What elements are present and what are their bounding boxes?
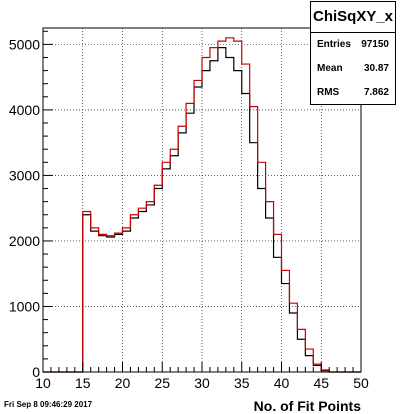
x-tick-label: 45	[313, 375, 329, 391]
x-tick-label: 40	[274, 375, 290, 391]
x-tick-label: 25	[154, 375, 170, 391]
x-tick-label: 15	[75, 375, 91, 391]
stats-mean-value: 30.87	[363, 63, 389, 74]
histogram-line-series-0	[43, 47, 361, 373]
y-tick-label: 5000	[9, 36, 40, 52]
y-tick-label: 2000	[9, 233, 40, 249]
stats-rms-value: 7.862	[363, 87, 389, 98]
stats-mean-label: Mean	[317, 63, 343, 74]
histogram-series	[43, 37, 361, 373]
y-tick-label: 4000	[9, 102, 40, 118]
stats-mean-row: Mean 30.87	[311, 57, 395, 81]
axis-ticks: 10 15 20 25 30 35 40 45 50 0 1000 2000 3000 4000 5000	[9, 30, 369, 391]
histogram-line-series-1	[43, 37, 361, 373]
y-tick-label: 3000	[9, 167, 40, 183]
stats-rms-label: RMS	[317, 87, 340, 98]
y-tick-label: 1000	[9, 298, 40, 314]
x-axis-label: No. of Fit Points	[254, 398, 362, 414]
stats-entries-value: 97150	[361, 39, 389, 50]
stats-box: ChiSqXY_x Entries 97150 Mean 30.87 RMS 7…	[310, 1, 396, 105]
x-tick-label: 30	[194, 375, 210, 391]
x-tick-label: 10	[35, 375, 51, 391]
x-tick-label: 50	[353, 375, 369, 391]
stats-rms-row: RMS 7.862	[311, 81, 395, 105]
y-tick-label: 0	[32, 364, 40, 380]
stats-entries-label: Entries	[317, 39, 351, 50]
x-tick-label: 35	[234, 375, 250, 391]
stats-title: ChiSqXY_x	[311, 2, 395, 33]
x-tick-label: 20	[115, 375, 131, 391]
stats-entries-row: Entries 97150	[311, 33, 395, 57]
timestamp: Fri Sep 8 09:46:29 2017	[4, 400, 93, 409]
